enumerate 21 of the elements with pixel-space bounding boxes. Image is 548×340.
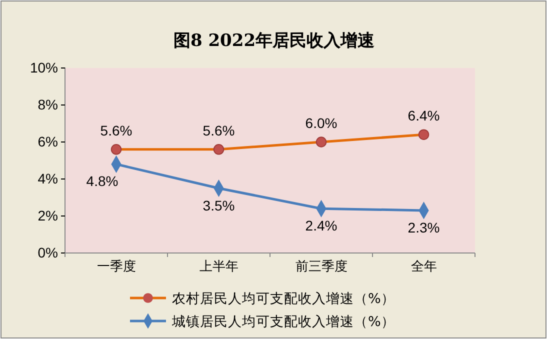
x-tick-label: 全年 — [410, 258, 437, 274]
y-tick-label: 4% — [38, 170, 58, 186]
data-label: 5.6% — [202, 122, 235, 138]
legend-label: 农村居民人均可支配收入增速（%） — [172, 291, 395, 307]
y-tick-label: 6% — [38, 133, 58, 150]
y-tick-label: 2% — [38, 207, 58, 224]
y-tick-label: 10% — [30, 59, 58, 76]
y-tick-label: 0% — [38, 244, 58, 260]
data-label: 3.5% — [202, 197, 235, 214]
data-label: 2.4% — [305, 218, 338, 234]
data-label: 2.3% — [408, 219, 440, 236]
chart-title: 图8 2022年居民收入增速 — [173, 31, 375, 51]
data-label: 5.6% — [100, 122, 132, 138]
data-label: 6.4% — [408, 108, 440, 124]
x-tick-label: 前三季度 — [295, 258, 348, 274]
x-tick-label: 上半年 — [199, 258, 238, 274]
x-tick-label: 一季度 — [96, 258, 136, 274]
data-label: 6.0% — [305, 115, 338, 131]
legend-label: 城镇居民人均可支配收入增速（%） — [171, 314, 395, 330]
data-label: 4.8% — [86, 173, 118, 190]
y-tick-label: 8% — [38, 96, 58, 112]
